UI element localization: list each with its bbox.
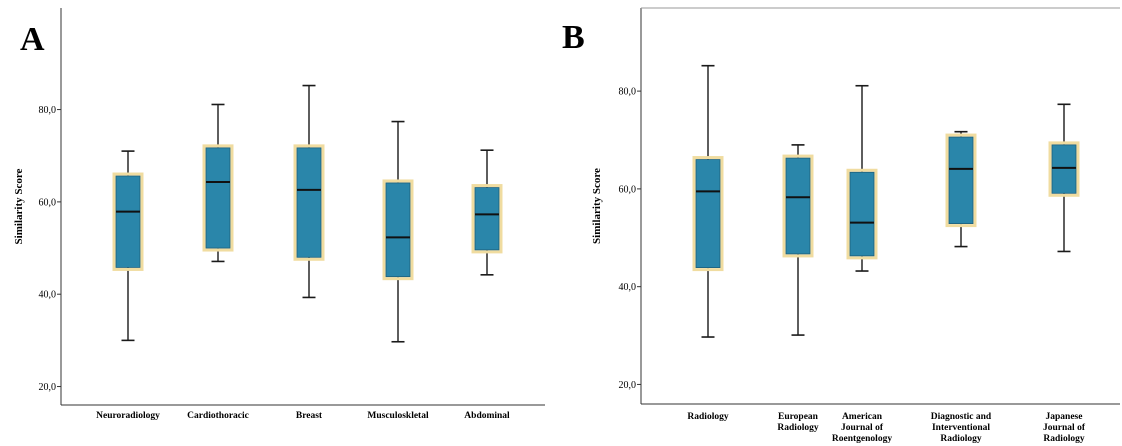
box-outline — [782, 154, 814, 258]
box-4: Musculoskletal — [367, 120, 429, 421]
box-1: Neuroradiology — [96, 150, 160, 421]
y-tick-label: 20,0 — [39, 382, 57, 393]
x-category-label: Cardiothoracic — [187, 411, 249, 421]
box-iqr — [296, 147, 322, 258]
y-tick-label: 20,0 — [619, 380, 637, 391]
box-1: Radiology — [687, 64, 729, 422]
y-tick-label: 60,0 — [39, 197, 57, 208]
box-outline — [471, 184, 503, 254]
x-category-label-line: Interventional — [932, 423, 990, 433]
y-tick-label: 60,0 — [619, 184, 637, 195]
panel-a-chart: A Similarity Score 20,0 40,0 60,0 80,0 Neurora… — [13, 8, 545, 421]
x-category-label: Abdominal — [464, 411, 510, 421]
box-3: American Journal of Roentgenology — [832, 84, 892, 444]
x-category-label-line: Neuroradiology — [96, 411, 160, 421]
x-category-label: Diagnostic and Interventional Radiology — [931, 412, 992, 444]
box-4: Diagnostic and Interventional Radiology — [931, 130, 992, 444]
panel-b-chart: B Similarity Score 20,0 40,0 60,0 80,0 Radiolo… — [562, 7, 1120, 444]
box-2: European Radiology — [777, 144, 819, 433]
box-outline — [1048, 141, 1080, 197]
box-iqr — [205, 147, 231, 249]
x-category-label: Radiology — [687, 412, 728, 422]
y-tick-label: 40,0 — [619, 282, 637, 293]
x-category-label-line: Japanese — [1046, 412, 1083, 422]
x-category-label: American Journal of Roentgenology — [832, 412, 892, 444]
box-3: Breast — [293, 84, 325, 421]
box-iqr — [474, 187, 500, 251]
x-category-label: Breast — [296, 411, 323, 421]
box-iqr — [1051, 144, 1077, 194]
x-category-label: European Radiology — [777, 412, 818, 433]
y-tick-label: 40,0 — [39, 290, 57, 301]
box-outline — [293, 144, 325, 261]
x-category-label-line: Diagnostic and — [931, 412, 992, 422]
box-iqr — [785, 157, 811, 255]
box-iqr — [115, 175, 141, 268]
panel-letter: A — [20, 21, 45, 58]
x-category-label-line: Journal of — [1043, 423, 1086, 433]
x-category-label-line: Cardiothoracic — [187, 411, 249, 421]
x-category-label-line: Musculoskletal — [367, 411, 429, 421]
x-category-label-line: American — [842, 412, 883, 422]
box-outline — [112, 172, 144, 271]
x-category-label: Musculoskletal — [367, 411, 429, 421]
x-category-label-line: Radiology — [777, 423, 818, 433]
x-category-label: Neuroradiology — [96, 411, 160, 421]
box-outline — [846, 168, 878, 260]
y-tick-label: 80,0 — [619, 87, 637, 98]
x-category-label-line: European — [778, 412, 819, 422]
panel-letter: B — [562, 19, 585, 56]
box-2: Cardiothoracic — [187, 103, 249, 421]
box-5: Japanese Journal of Radiology — [1043, 103, 1086, 444]
box-5: Abdominal — [464, 149, 510, 421]
box-iqr — [849, 171, 875, 257]
y-axis-label: Similarity Score — [591, 168, 603, 244]
x-category-label-line: Roentgenology — [832, 434, 892, 444]
x-category-label-line: Breast — [296, 411, 323, 421]
x-category-label-line: Journal of — [841, 423, 884, 433]
y-tick-label: 80,0 — [39, 105, 57, 116]
box-outline — [692, 156, 724, 272]
x-category-label-line: Radiology — [1043, 434, 1084, 444]
box-iqr — [948, 136, 974, 224]
box-outline — [945, 133, 977, 228]
x-category-label-line: Abdominal — [464, 411, 510, 421]
box-outline — [382, 179, 414, 281]
y-axis-label: Similarity Score — [13, 168, 25, 244]
x-category-label-line: Radiology — [940, 434, 981, 444]
box-outline — [202, 144, 234, 252]
box-iqr — [385, 182, 411, 278]
x-category-label: Japanese Journal of Radiology — [1043, 412, 1086, 444]
box-iqr — [695, 159, 721, 268]
x-category-label-line: Radiology — [687, 412, 728, 422]
